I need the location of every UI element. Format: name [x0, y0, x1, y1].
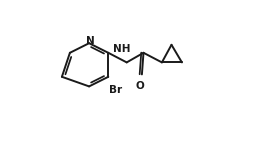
Text: N: N [85, 36, 94, 46]
Text: NH: NH [113, 44, 130, 54]
Text: Br: Br [109, 85, 122, 95]
Text: O: O [135, 81, 143, 91]
